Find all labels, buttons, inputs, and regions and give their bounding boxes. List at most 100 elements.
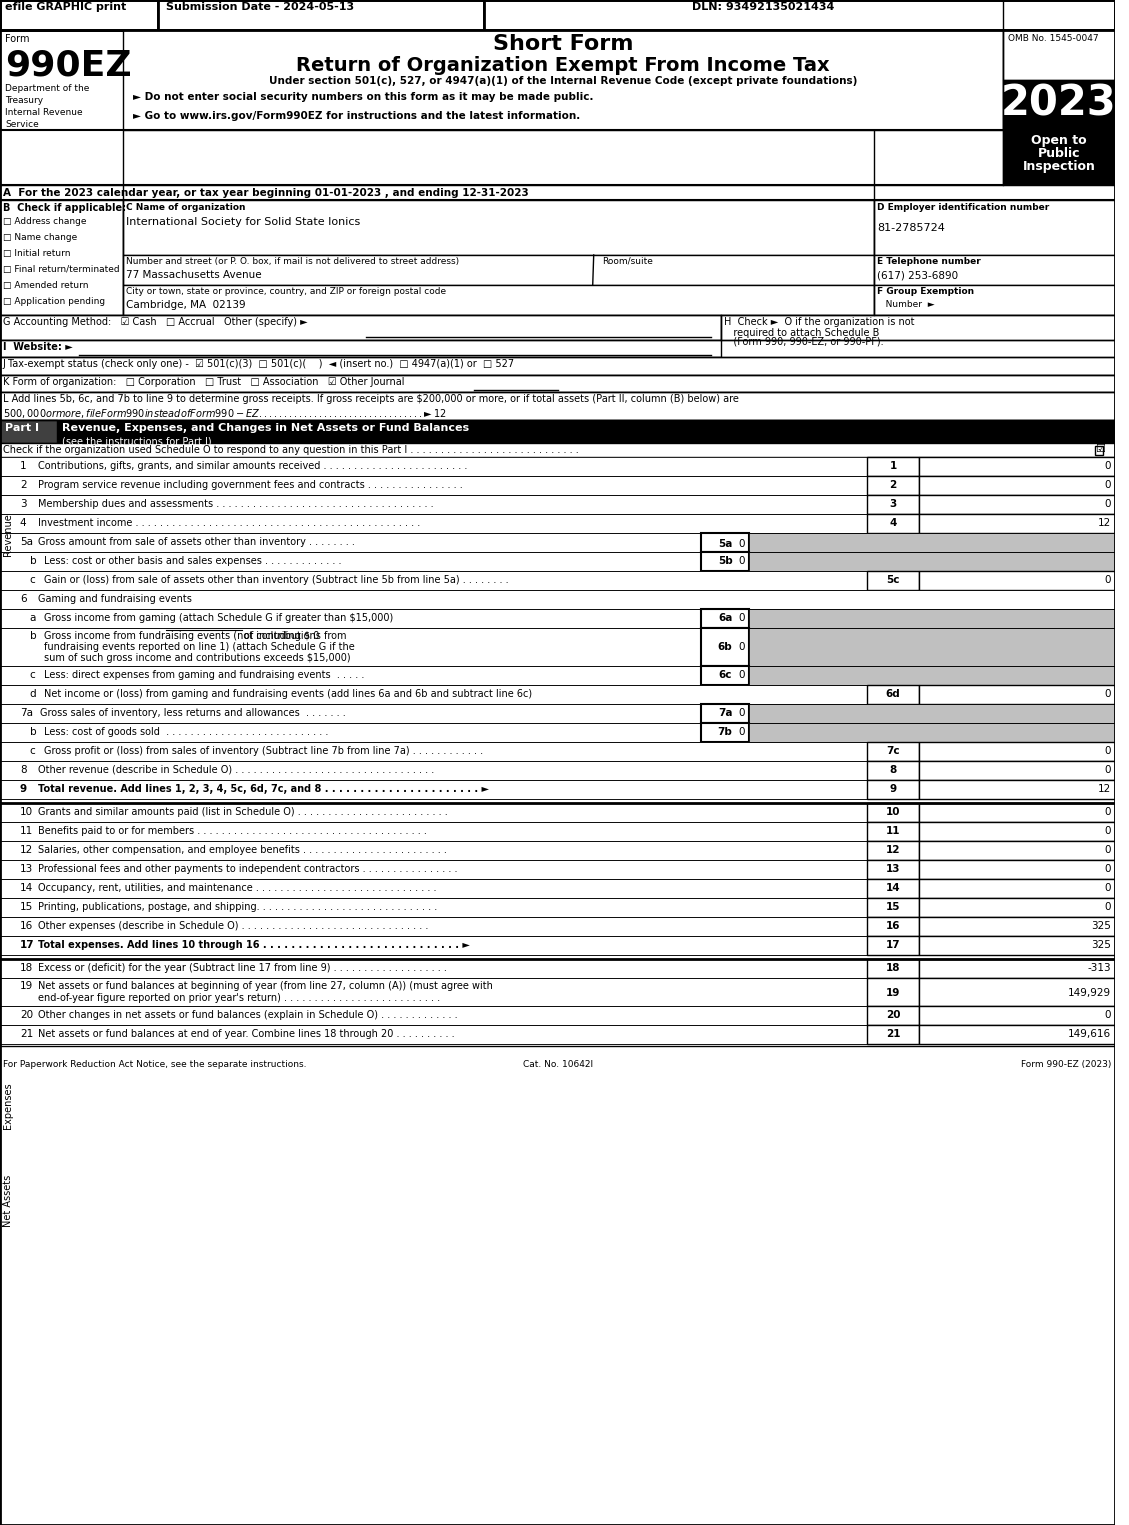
Text: 21: 21: [886, 1029, 900, 1039]
Text: Net Assets: Net Assets: [3, 1174, 12, 1226]
Text: Form: Form: [5, 34, 29, 44]
Text: 149,616: 149,616: [1068, 1029, 1111, 1039]
Text: Number and street (or P. O. box, if mail is not delivered to street address): Number and street (or P. O. box, if mail…: [126, 258, 460, 265]
Bar: [701, 666, 749, 685]
Bar: [0, 804, 1115, 822]
Text: Contributions, gifts, grants, and similar amounts received . . . . . . . . . . .: Contributions, gifts, grants, and simila…: [37, 461, 467, 471]
Text: (see the instructions for Part I): (see the instructions for Part I): [62, 436, 212, 445]
Text: 16: 16: [19, 921, 33, 930]
Text: 0: 0: [738, 642, 745, 653]
Text: OMB No. 1545-0047: OMB No. 1545-0047: [1007, 34, 1099, 43]
Text: Part I: Part I: [5, 422, 38, 433]
Text: 0: 0: [1105, 461, 1111, 471]
Bar: [0, 1006, 1115, 1025]
Text: 6d: 6d: [885, 689, 901, 698]
Text: 0: 0: [1105, 499, 1111, 509]
Bar: [919, 1006, 1115, 1025]
Bar: [919, 779, 1115, 799]
Text: Revenue, Expenses, and Changes in Net Assets or Fund Balances: Revenue, Expenses, and Changes in Net As…: [62, 422, 470, 433]
Text: 149,929: 149,929: [1068, 988, 1111, 997]
Text: 10: 10: [886, 807, 900, 817]
Bar: [867, 936, 919, 955]
Bar: [0, 608, 1115, 628]
Text: 19: 19: [19, 981, 33, 991]
Text: 12: 12: [886, 845, 900, 856]
Bar: [867, 898, 919, 917]
Text: b: b: [29, 557, 36, 566]
Text: Public: Public: [1038, 146, 1080, 160]
Bar: [0, 723, 1115, 743]
Text: $500,000 or more, file Form 990 instead of Form 990-EZ . . . . . . . . . . . . .: $500,000 or more, file Form 990 instead …: [3, 407, 447, 419]
Bar: [867, 1006, 919, 1025]
Text: 0: 0: [738, 613, 745, 624]
Text: 13: 13: [19, 865, 33, 874]
Bar: [0, 419, 58, 442]
Text: 12: 12: [19, 845, 33, 856]
Bar: [867, 761, 919, 779]
Text: Gross amount from sale of assets other than inventory . . . . . . . .: Gross amount from sale of assets other t…: [37, 537, 355, 547]
Text: Inspection: Inspection: [1023, 160, 1095, 172]
Text: ☑: ☑: [1094, 444, 1104, 454]
Bar: [867, 779, 919, 799]
Text: For Paperwork Reduction Act Notice, see the separate instructions.: For Paperwork Reduction Act Notice, see …: [3, 1060, 306, 1069]
Bar: [0, 340, 721, 357]
Bar: [919, 1025, 1115, 1045]
Text: Program service revenue including government fees and contracts . . . . . . . . : Program service revenue including govern…: [37, 480, 462, 490]
Text: of contributions from: of contributions from: [244, 631, 347, 640]
Text: 20: 20: [19, 1010, 33, 1020]
Bar: [867, 743, 919, 761]
Text: 325: 325: [1092, 921, 1111, 930]
Text: B  Check if applicable:: B Check if applicable:: [3, 203, 126, 214]
Text: Expenses: Expenses: [3, 1083, 12, 1130]
Text: 8: 8: [890, 766, 896, 775]
Bar: [0, 185, 1115, 200]
Text: 17: 17: [886, 939, 900, 950]
Text: 0: 0: [1105, 845, 1111, 856]
Text: Professional fees and other payments to independent contractors . . . . . . . . : Professional fees and other payments to …: [37, 865, 457, 874]
Text: 5a: 5a: [718, 538, 733, 549]
Bar: [123, 255, 874, 285]
Text: b: b: [29, 631, 36, 640]
Bar: [0, 458, 1115, 476]
Text: 18: 18: [19, 962, 33, 973]
Text: 0: 0: [1105, 865, 1111, 874]
Bar: [701, 608, 749, 628]
Bar: [123, 285, 874, 316]
Bar: [0, 200, 123, 316]
Bar: [0, 392, 1115, 419]
Bar: [874, 200, 1115, 255]
Text: Printing, publications, postage, and shipping. . . . . . . . . . . . . . . . . .: Printing, publications, postage, and shi…: [37, 901, 437, 912]
Bar: [919, 822, 1115, 840]
Bar: [123, 30, 1003, 130]
Text: Department of the: Department of the: [5, 84, 89, 93]
Text: International Society for Solid State Ionics: International Society for Solid State Io…: [126, 217, 360, 227]
Bar: [0, 1025, 1115, 1045]
Bar: [919, 458, 1115, 476]
Text: C Name of organization: C Name of organization: [126, 203, 246, 212]
Text: Room/suite: Room/suite: [603, 258, 654, 265]
Text: 990EZ: 990EZ: [5, 49, 132, 82]
Bar: [867, 570, 919, 590]
Bar: [0, 496, 1115, 514]
Bar: [0, 534, 1115, 552]
Bar: [919, 743, 1115, 761]
Text: Grants and similar amounts paid (list in Schedule O) . . . . . . . . . . . . . .: Grants and similar amounts paid (list in…: [37, 807, 447, 817]
Text: Cambridge, MA  02139: Cambridge, MA 02139: [126, 300, 246, 310]
Bar: [0, 840, 1115, 860]
Text: 0: 0: [1105, 1010, 1111, 1020]
Text: Check if the organization used Schedule O to respond to any question in this Par: Check if the organization used Schedule …: [3, 445, 579, 454]
Text: 5c: 5c: [886, 575, 900, 586]
Text: 5b: 5b: [718, 557, 733, 566]
Text: □ Initial return: □ Initial return: [3, 249, 70, 258]
Text: 0: 0: [738, 557, 745, 566]
Bar: [701, 628, 749, 666]
Text: 18: 18: [886, 962, 900, 973]
Text: 325: 325: [1092, 939, 1111, 950]
Text: Gross income from gaming (attach Schedule G if greater than $15,000): Gross income from gaming (attach Schedul…: [44, 613, 394, 624]
Text: sum of such gross income and contributions exceeds $15,000): sum of such gross income and contributio…: [44, 653, 351, 663]
Text: 0: 0: [1105, 575, 1111, 586]
Text: 0: 0: [1105, 827, 1111, 836]
Bar: [919, 476, 1115, 496]
Text: 14: 14: [19, 883, 33, 894]
Text: Service: Service: [5, 120, 38, 130]
